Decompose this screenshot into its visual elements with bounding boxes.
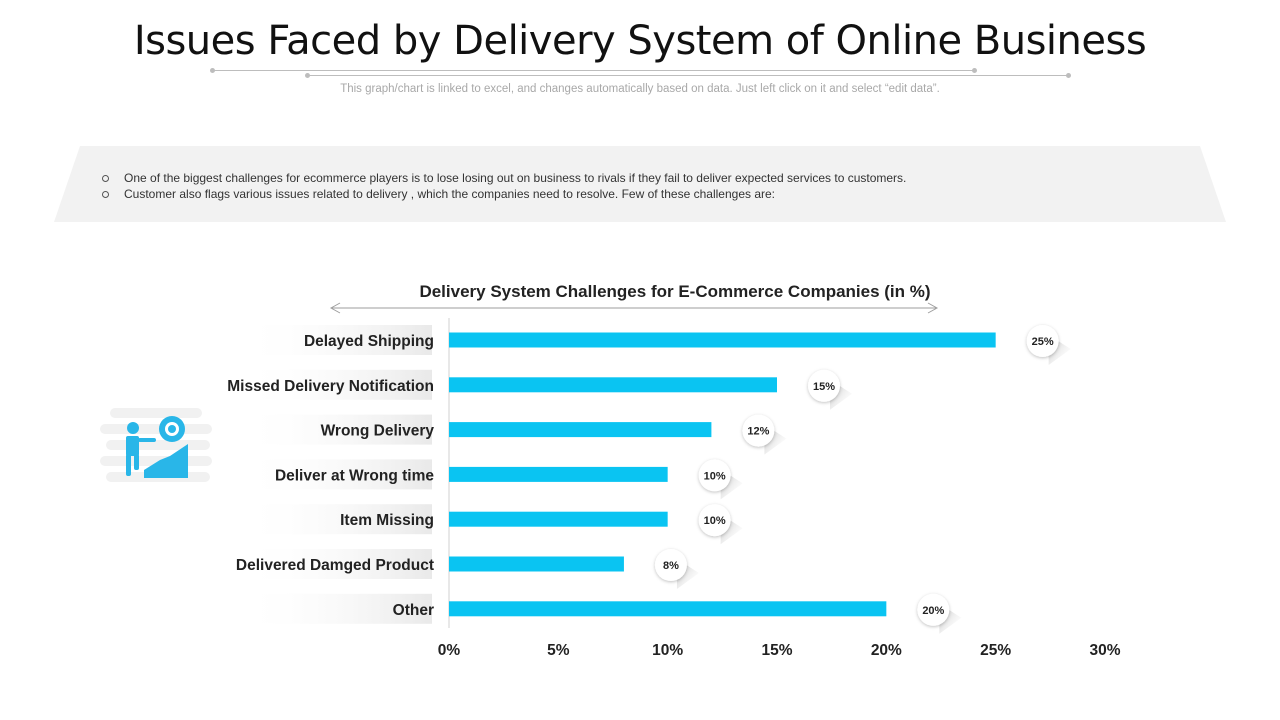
title-underline-dot bbox=[1066, 73, 1071, 78]
category-label: Other bbox=[393, 602, 434, 619]
info-band bbox=[54, 146, 1226, 222]
category-label: Missed Delivery Notification bbox=[227, 378, 434, 395]
category-label: Wrong Delivery bbox=[321, 423, 435, 440]
category-label: Delayed Shipping bbox=[304, 333, 434, 350]
title-underline-dot bbox=[305, 73, 310, 78]
data-label: 10% bbox=[704, 515, 726, 527]
data-label: 20% bbox=[922, 605, 944, 617]
category-label: Item Missing bbox=[340, 512, 434, 529]
bullet-item: Customer also flags various issues relat… bbox=[100, 186, 906, 202]
x-tick-label: 25% bbox=[980, 642, 1011, 659]
data-label: 12% bbox=[747, 426, 769, 438]
bar bbox=[449, 511, 668, 527]
bar bbox=[449, 556, 624, 572]
data-label: 15% bbox=[813, 381, 835, 393]
data-label: 8% bbox=[663, 560, 679, 572]
arrow-right-head bbox=[927, 302, 939, 314]
bullet-list: One of the biggest challenges for ecomme… bbox=[100, 170, 906, 202]
category-label: Delivered Damged Product bbox=[236, 557, 434, 574]
x-tick-label: 30% bbox=[1089, 642, 1120, 659]
title-underline-dot bbox=[972, 68, 977, 73]
x-tick-label: 20% bbox=[871, 642, 902, 659]
label-bubble bbox=[917, 593, 950, 626]
chart-title: Delivery System Challenges for E-Commerc… bbox=[419, 282, 931, 301]
x-tick-label: 15% bbox=[761, 642, 792, 659]
bar bbox=[449, 601, 887, 617]
label-bubble bbox=[808, 369, 840, 402]
bar bbox=[449, 377, 777, 393]
bar bbox=[449, 466, 668, 482]
label-bubble bbox=[742, 414, 775, 447]
category-row-bg bbox=[240, 549, 432, 579]
category-label: Deliver at Wrong time bbox=[275, 467, 434, 484]
title-underline-dot bbox=[210, 68, 215, 73]
person-climbing-gear-icon bbox=[100, 408, 212, 482]
bar bbox=[449, 422, 712, 438]
title-underline-top bbox=[212, 70, 974, 71]
bullet-item: One of the biggest challenges for ecomme… bbox=[100, 170, 906, 186]
x-tick-label: 0% bbox=[438, 642, 461, 659]
category-row-bg bbox=[240, 459, 432, 490]
label-bubble bbox=[698, 504, 731, 537]
category-row-bg bbox=[240, 414, 432, 445]
x-tick-label: 10% bbox=[652, 642, 683, 659]
arrow-left-head bbox=[329, 302, 341, 314]
data-label: 10% bbox=[704, 470, 726, 482]
category-row-bg bbox=[240, 593, 432, 624]
bar bbox=[449, 332, 996, 348]
page-title: Issues Faced by Delivery System of Onlin… bbox=[133, 18, 1147, 64]
category-row-bg bbox=[240, 325, 432, 355]
category-row-bg bbox=[240, 369, 432, 400]
title-underline-bottom bbox=[307, 75, 1069, 76]
page-subtitle: This graph/chart is linked to excel, and… bbox=[340, 83, 940, 95]
data-label: 25% bbox=[1032, 336, 1054, 348]
label-bubble bbox=[698, 459, 731, 492]
category-row-bg bbox=[240, 504, 432, 535]
label-bubble bbox=[654, 549, 687, 581]
x-tick-label: 5% bbox=[547, 642, 570, 659]
label-bubble bbox=[1026, 325, 1059, 357]
